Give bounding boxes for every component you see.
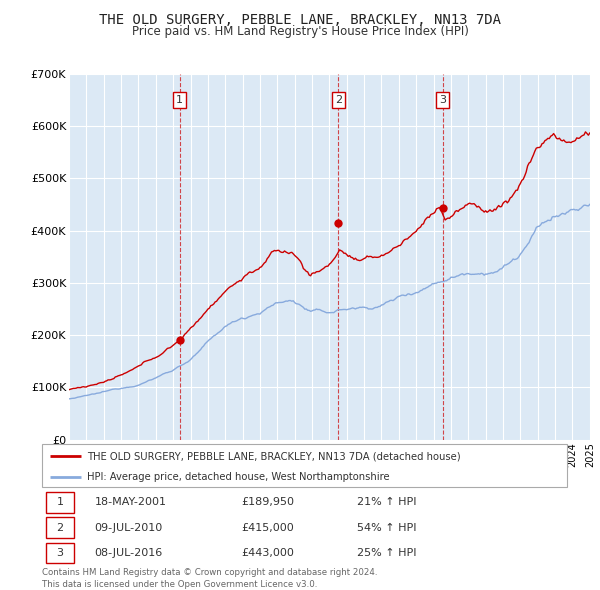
Text: 2: 2	[56, 523, 64, 533]
Text: 1: 1	[56, 497, 64, 507]
FancyBboxPatch shape	[46, 517, 74, 538]
Text: 21% ↑ HPI: 21% ↑ HPI	[357, 497, 416, 507]
Text: 2: 2	[335, 95, 342, 105]
Text: 3: 3	[56, 548, 64, 558]
Text: 54% ↑ HPI: 54% ↑ HPI	[357, 523, 416, 533]
Text: £443,000: £443,000	[241, 548, 295, 558]
Text: THE OLD SURGERY, PEBBLE LANE, BRACKLEY, NN13 7DA: THE OLD SURGERY, PEBBLE LANE, BRACKLEY, …	[99, 13, 501, 27]
Text: 25% ↑ HPI: 25% ↑ HPI	[357, 548, 416, 558]
Text: 1: 1	[176, 95, 183, 105]
Text: Contains HM Land Registry data © Crown copyright and database right 2024.
This d: Contains HM Land Registry data © Crown c…	[42, 568, 377, 589]
Text: £189,950: £189,950	[241, 497, 295, 507]
Text: £415,000: £415,000	[241, 523, 294, 533]
FancyBboxPatch shape	[46, 543, 74, 563]
FancyBboxPatch shape	[42, 444, 567, 487]
Text: 18-MAY-2001: 18-MAY-2001	[95, 497, 167, 507]
Text: Price paid vs. HM Land Registry's House Price Index (HPI): Price paid vs. HM Land Registry's House …	[131, 25, 469, 38]
FancyBboxPatch shape	[46, 492, 74, 513]
Text: THE OLD SURGERY, PEBBLE LANE, BRACKLEY, NN13 7DA (detached house): THE OLD SURGERY, PEBBLE LANE, BRACKLEY, …	[86, 451, 460, 461]
Text: 09-JUL-2010: 09-JUL-2010	[95, 523, 163, 533]
Text: 08-JUL-2016: 08-JUL-2016	[95, 548, 163, 558]
Text: 3: 3	[439, 95, 446, 105]
Text: HPI: Average price, detached house, West Northamptonshire: HPI: Average price, detached house, West…	[86, 473, 389, 483]
